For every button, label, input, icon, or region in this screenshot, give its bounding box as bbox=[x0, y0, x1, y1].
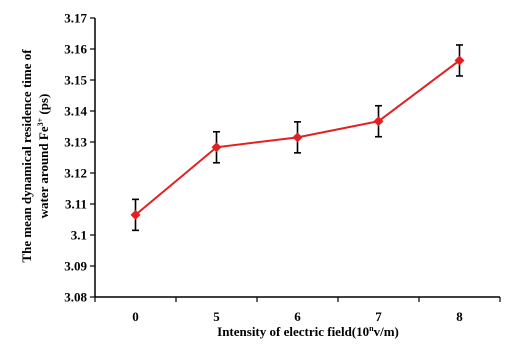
x-tick-label: 6 bbox=[294, 309, 301, 324]
y-tick-label: 3.15 bbox=[64, 73, 87, 88]
y-tick-label: 3.13 bbox=[64, 135, 87, 150]
y-axis-label-line1: The mean dynamical residence time of bbox=[19, 49, 34, 263]
y-tick-label: 3.08 bbox=[64, 290, 87, 305]
y-axis-ticks: 3.08 3.09 3.1 3.11 3.12 3.13 3.14 3.15 3.16 3.17 bbox=[64, 11, 95, 305]
x-axis-label: Intensity of electric field(10nv/m) bbox=[217, 324, 399, 339]
y-tick-label: 3.17 bbox=[64, 11, 87, 26]
x-tick-label: 8 bbox=[456, 309, 463, 324]
y-tick-label: 3.11 bbox=[65, 197, 87, 212]
y-tick-label: 3.1 bbox=[71, 228, 87, 243]
data-point bbox=[454, 55, 465, 66]
y-axis-label-line2: water around Fe3+ (ps) bbox=[36, 94, 51, 219]
x-tick-label: 7 bbox=[375, 309, 382, 324]
y-tick-label: 3.12 bbox=[64, 166, 87, 181]
data-point bbox=[211, 142, 222, 153]
data-point bbox=[130, 209, 141, 220]
x-tick-label: 0 bbox=[132, 309, 139, 324]
y-axis-label: The mean dynamical residence time of wat… bbox=[19, 49, 51, 263]
x-axis-ticks: 0 5 6 7 8 bbox=[94, 297, 501, 324]
y-tick-label: 3.09 bbox=[64, 259, 87, 274]
data-point bbox=[292, 132, 303, 143]
x-tick-label: 5 bbox=[213, 309, 220, 324]
y-tick-label: 3.14 bbox=[64, 104, 87, 119]
data-point bbox=[373, 116, 384, 127]
axes bbox=[94, 18, 500, 298]
data-series bbox=[130, 55, 465, 220]
y-tick-label: 3.16 bbox=[64, 42, 87, 57]
